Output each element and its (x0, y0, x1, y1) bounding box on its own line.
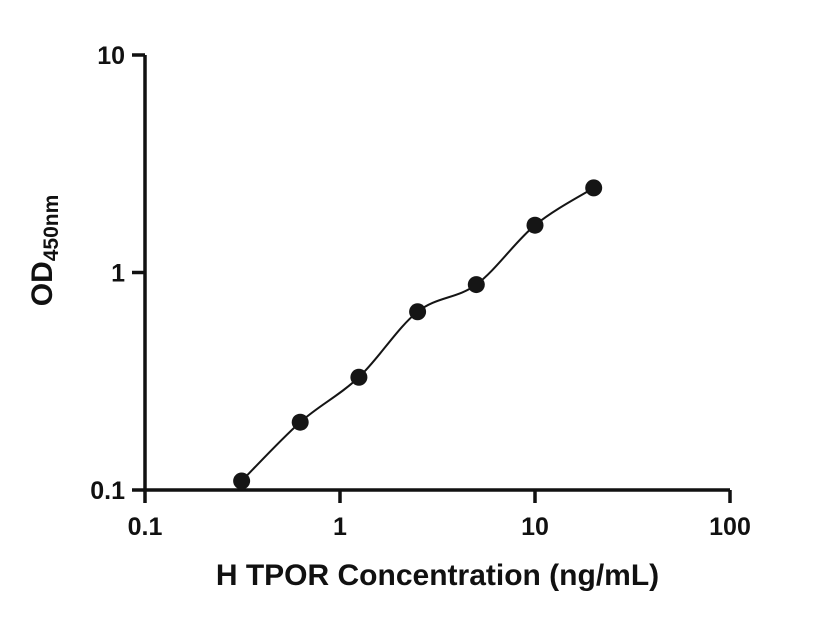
data-point (233, 472, 251, 490)
data-point (350, 368, 368, 386)
axes-spine (143, 55, 730, 492)
x-tick-label: 0.1 (128, 513, 163, 541)
data-point (526, 216, 544, 234)
x-tick-label: 10 (521, 513, 549, 541)
y-axis-title-subscript: 450nm (40, 195, 63, 262)
x-tick-label: 1 (333, 513, 347, 541)
y-tick-label: 1 (111, 260, 125, 288)
data-point (409, 303, 427, 321)
y-tick-label: 0.1 (90, 477, 125, 505)
data-point (467, 276, 485, 294)
y-axis-title: OD450nm (26, 195, 63, 307)
data-point (291, 413, 309, 431)
x-tick-label: 100 (709, 513, 751, 541)
y-tick-label: 10 (97, 42, 125, 70)
y-axis-title-main: OD (26, 261, 59, 306)
x-axis-title: H TPOR Concentration (ng/mL) (216, 559, 659, 592)
fit-curve (240, 187, 595, 482)
data-point (585, 179, 603, 197)
